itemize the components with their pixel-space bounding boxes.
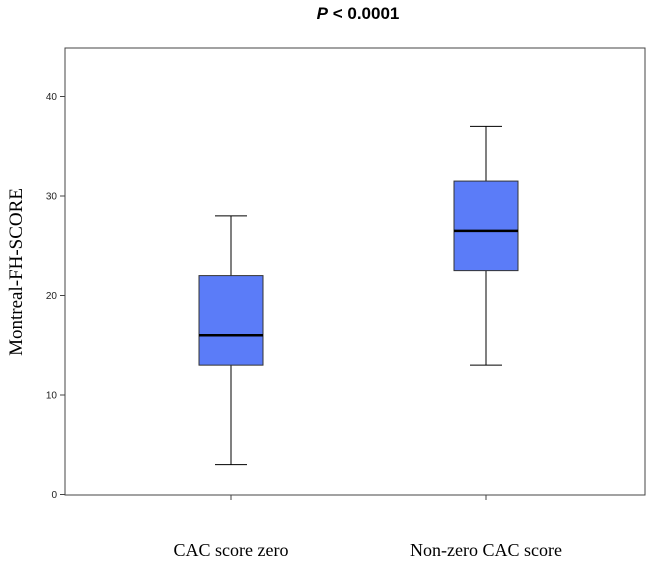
plot-frame <box>64 47 646 496</box>
chart-title: P < 0.0001 <box>317 4 400 23</box>
y-axis-label: Montreal-FH-SCORE <box>6 188 27 356</box>
x-axis-ticks: CAC score zero Non-zero CAC score <box>174 495 562 560</box>
y-axis-ticks: 0 10 20 30 40 <box>46 92 65 501</box>
y-tick-label: 0 <box>51 490 57 501</box>
y-tick-label: 10 <box>46 391 58 402</box>
y-tick-label: 20 <box>46 291 58 302</box>
iqr-box <box>198 275 264 366</box>
iqr-box <box>453 180 519 272</box>
box-2 <box>453 125 519 366</box>
title-p-label: P <box>317 4 329 23</box>
y-tick-label: 30 <box>46 192 58 203</box>
y-tick-label: 40 <box>46 92 58 103</box>
x-tick-label: CAC score zero <box>174 540 289 560</box>
title-p-value: < 0.0001 <box>328 4 399 23</box>
x-tick-label: Non-zero CAC score <box>410 540 562 560</box>
box-series <box>198 125 519 466</box>
box-1 <box>198 215 264 466</box>
